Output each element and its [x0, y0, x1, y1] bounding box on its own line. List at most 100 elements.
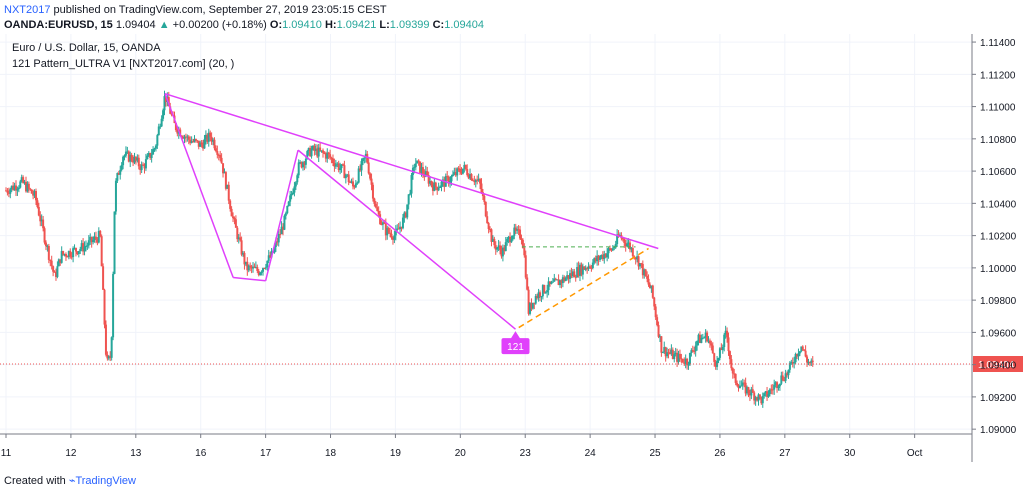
candle-body	[259, 272, 262, 275]
low-label: L:	[379, 19, 390, 31]
x-tick-label: 26	[714, 448, 726, 459]
candle-body	[490, 229, 493, 242]
candle-body	[544, 292, 547, 294]
candle-body	[407, 194, 410, 205]
candle-body	[47, 245, 50, 260]
candle-body	[768, 389, 771, 395]
candle-body	[244, 261, 247, 265]
candle-body	[664, 347, 667, 357]
x-tick-label: 24	[585, 448, 597, 459]
candle-body	[42, 219, 45, 229]
candle-body	[416, 160, 419, 164]
candle-body	[721, 347, 724, 350]
candle-body	[480, 183, 483, 193]
candle-body	[162, 110, 165, 119]
candle-body	[284, 213, 287, 216]
candle-body	[7, 192, 10, 194]
price-chart[interactable]: 1.09404 121 1.11400 1.11200 1.11000 1.10800 1…	[0, 34, 1024, 462]
candle-body	[653, 297, 656, 307]
candle-body	[370, 178, 373, 185]
candle-body	[292, 192, 295, 195]
candle-body	[92, 239, 95, 243]
candle-body	[519, 229, 522, 239]
candle-body	[13, 185, 16, 190]
candle-body	[334, 164, 337, 167]
candle-body	[282, 226, 285, 230]
candle-body	[293, 186, 296, 193]
candle-body	[486, 216, 489, 224]
candle-body	[76, 251, 79, 255]
candle-body	[576, 267, 579, 278]
candle-body	[590, 267, 593, 269]
x-tick-label: 27	[779, 448, 791, 459]
candle-body	[353, 186, 356, 188]
high-label: H:	[324, 19, 337, 31]
symbol-label: OANDA:EURUSD, 15	[4, 19, 113, 31]
candle-body	[129, 154, 132, 162]
candle-body	[616, 234, 619, 245]
candle-body	[766, 391, 769, 397]
candle-body	[534, 296, 537, 304]
candle-body	[429, 181, 432, 184]
candle-body	[359, 168, 362, 171]
candle-body	[627, 242, 630, 244]
candle-body	[464, 164, 467, 170]
candle-body	[112, 273, 115, 338]
candle-body	[90, 236, 93, 243]
candle-body	[44, 242, 47, 247]
candle-body	[321, 150, 324, 153]
candle-body	[730, 359, 733, 369]
candle-body	[114, 180, 117, 212]
candle-body	[339, 168, 342, 171]
y-tick-label: 1.09200	[980, 393, 1017, 404]
tradingview-brand[interactable]: TradingView	[75, 475, 136, 487]
candle-body	[266, 260, 269, 268]
candle-body	[363, 157, 366, 159]
candle-body	[586, 268, 589, 270]
candle-body	[314, 148, 317, 152]
candle-body	[531, 302, 534, 309]
candle-body	[364, 153, 367, 158]
candle-body	[511, 235, 514, 240]
candle-body	[713, 353, 716, 362]
candle-body	[547, 281, 550, 291]
candle-body	[754, 397, 757, 401]
candle-body	[414, 163, 417, 168]
candle-body	[450, 176, 453, 182]
candle-body	[12, 185, 15, 190]
candle-body	[130, 154, 133, 161]
candle-body	[596, 255, 599, 262]
candle-body	[23, 181, 26, 183]
candle-body	[593, 258, 596, 263]
y-tick-label: 1.10800	[980, 135, 1017, 146]
projection-line	[518, 247, 649, 329]
candle-body	[323, 152, 326, 154]
candle-body	[744, 382, 747, 394]
y-tick-label: 1.09400	[980, 361, 1017, 372]
candle-body	[269, 255, 272, 258]
candle-body	[247, 265, 250, 271]
candle-body	[684, 358, 687, 364]
candle-body	[29, 188, 32, 190]
candle-body	[257, 270, 260, 275]
candle-body	[453, 172, 456, 175]
candle-body	[57, 259, 60, 267]
candle-body	[733, 373, 736, 375]
candle-body	[497, 245, 500, 248]
candle-body	[196, 140, 199, 142]
candle-body	[413, 167, 416, 169]
candle-body	[618, 235, 621, 237]
candle-body	[391, 237, 394, 240]
author-link[interactable]: NXT2017	[4, 4, 51, 16]
candle-body	[252, 266, 255, 269]
publish-header: NXT2017 published on TradingView.com, Se…	[4, 3, 484, 33]
candle-body	[54, 272, 57, 277]
x-tick-label: 19	[390, 448, 402, 459]
candle-body	[776, 382, 779, 389]
pattern-line	[297, 149, 516, 330]
candle-body	[103, 289, 106, 325]
candle-body	[791, 362, 794, 364]
candle-body	[137, 157, 140, 167]
candle-body	[367, 162, 370, 174]
